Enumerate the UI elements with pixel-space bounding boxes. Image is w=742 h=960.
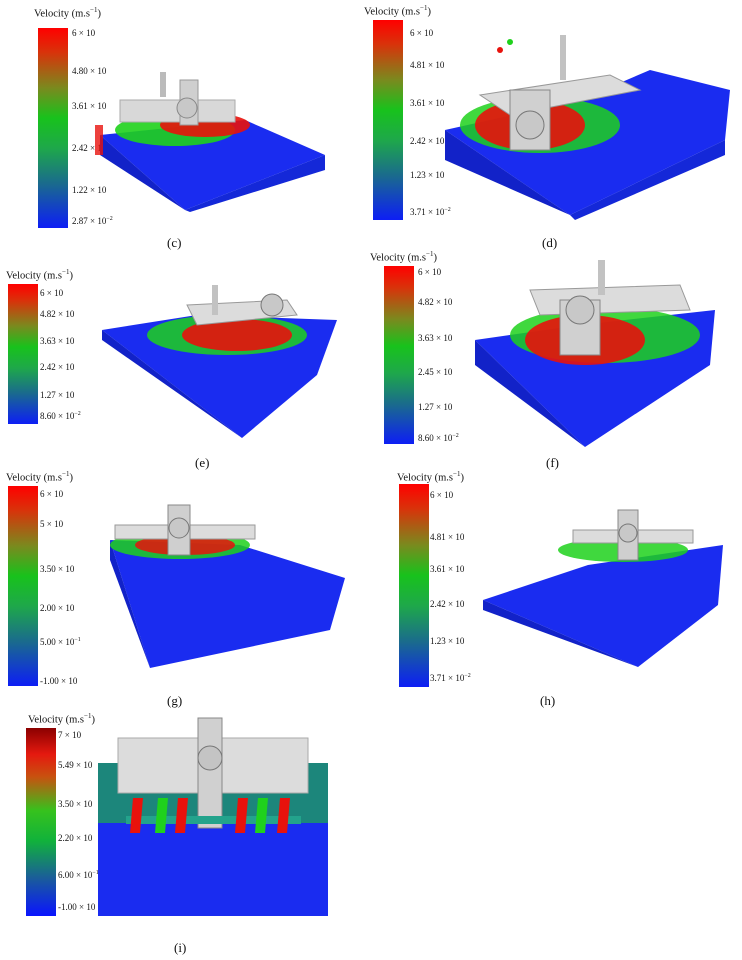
tick-label: 4.82 × 10 bbox=[40, 309, 75, 319]
colorbar bbox=[384, 266, 414, 444]
tick-label: 8.60 × 10−2 bbox=[40, 411, 81, 421]
tick-label: 6.00 × 10−1 bbox=[58, 870, 99, 880]
tick-label: 5 × 10 bbox=[40, 519, 64, 529]
colorbar bbox=[399, 484, 429, 687]
panel-label: (g) bbox=[167, 693, 183, 708]
tick-label: 4.81 × 10 bbox=[430, 532, 465, 542]
legend-title: Velocity (m.s−1) bbox=[28, 712, 95, 726]
tick-label: 1.22 × 10 bbox=[72, 185, 107, 195]
tick-label: 3.71 × 10−2 bbox=[410, 207, 451, 217]
legend-title: Velocity (m.s−1) bbox=[370, 250, 437, 264]
panel-label: (d) bbox=[542, 235, 558, 250]
tick-label: 2.42 × 10 bbox=[430, 599, 465, 609]
panel-label: (h) bbox=[540, 693, 556, 708]
tick-label: 3.50 × 10 bbox=[40, 564, 75, 574]
panel-label: (i) bbox=[174, 940, 187, 955]
tick-label: 7 × 10 bbox=[58, 730, 82, 740]
legend-title: Velocity (m.s−1) bbox=[6, 268, 73, 282]
tick-label: 3.63 × 10 bbox=[40, 336, 75, 346]
colorbar bbox=[38, 28, 68, 228]
tick-label: 3.61 × 10 bbox=[410, 98, 445, 108]
tick-label: -1.00 × 10 bbox=[40, 676, 78, 686]
tick-label: 4.80 × 10 bbox=[72, 66, 107, 76]
tick-label: 8.60 × 10−2 bbox=[418, 433, 459, 443]
tick-label: 3.61 × 10 bbox=[72, 101, 107, 111]
simulation-scene-i bbox=[98, 717, 328, 916]
tick-label: 2.42 × 10 bbox=[72, 143, 107, 153]
legend-title: Velocity (m.s−1) bbox=[6, 470, 73, 484]
tick-label: 1.23 × 10 bbox=[430, 636, 465, 646]
tick-label: 2.42 × 10 bbox=[40, 362, 75, 372]
tick-label: 1.23 × 10 bbox=[410, 170, 445, 180]
tick-label: 2.20 × 10 bbox=[58, 833, 93, 843]
legend-title: Velocity (m.s−1) bbox=[397, 470, 464, 484]
tick-label: 1.27 × 10 bbox=[40, 390, 75, 400]
colorbar bbox=[8, 486, 38, 686]
panel-label: (c) bbox=[167, 235, 182, 250]
colorbar bbox=[8, 284, 38, 424]
simulation-scene-d bbox=[445, 35, 730, 220]
tick-label: 3.63 × 10 bbox=[418, 333, 453, 343]
panel-label: (e) bbox=[195, 455, 210, 470]
panel-label: (f) bbox=[546, 455, 559, 470]
colorbar bbox=[373, 20, 403, 220]
tick-label: 2.42 × 10 bbox=[410, 136, 445, 146]
tick-label: 4.82 × 10 bbox=[418, 297, 453, 307]
tick-label: 4.81 × 10 bbox=[410, 60, 445, 70]
tick-label: 6 × 10 bbox=[430, 490, 454, 500]
legend-title: Velocity (m.s−1) bbox=[364, 4, 431, 18]
legend-title: Velocity (m.s−1) bbox=[34, 6, 101, 20]
tick-label: 6 × 10 bbox=[410, 28, 434, 38]
colorbar bbox=[26, 728, 56, 916]
tick-label: 1.27 × 10 bbox=[418, 402, 453, 412]
tick-label: -1.00 × 10 bbox=[58, 902, 96, 912]
tick-label: 6 × 10 bbox=[40, 489, 64, 499]
simulation-scene-c bbox=[95, 72, 325, 212]
tick-label: 6 × 10 bbox=[40, 288, 64, 298]
tick-label: 2.45 × 10 bbox=[418, 367, 453, 377]
tick-label: 3.71 × 10−2 bbox=[430, 673, 471, 683]
tick-label: 5.49 × 10 bbox=[58, 760, 93, 770]
tick-label: 5.00 × 10−1 bbox=[40, 637, 81, 647]
tick-label: 2.87 × 10−2 bbox=[72, 216, 113, 226]
tick-label: 3.61 × 10 bbox=[430, 564, 465, 574]
simulation-scene-h bbox=[483, 509, 723, 667]
simulation-scene-f bbox=[475, 260, 715, 447]
tick-label: 6 × 10 bbox=[418, 267, 442, 277]
tick-label: 6 × 10 bbox=[72, 28, 96, 38]
simulation-scene-g bbox=[110, 504, 345, 668]
tick-label: 3.50 × 10 bbox=[58, 799, 93, 809]
tick-label: 2.00 × 10 bbox=[40, 603, 75, 613]
simulation-scene-e bbox=[102, 285, 337, 438]
